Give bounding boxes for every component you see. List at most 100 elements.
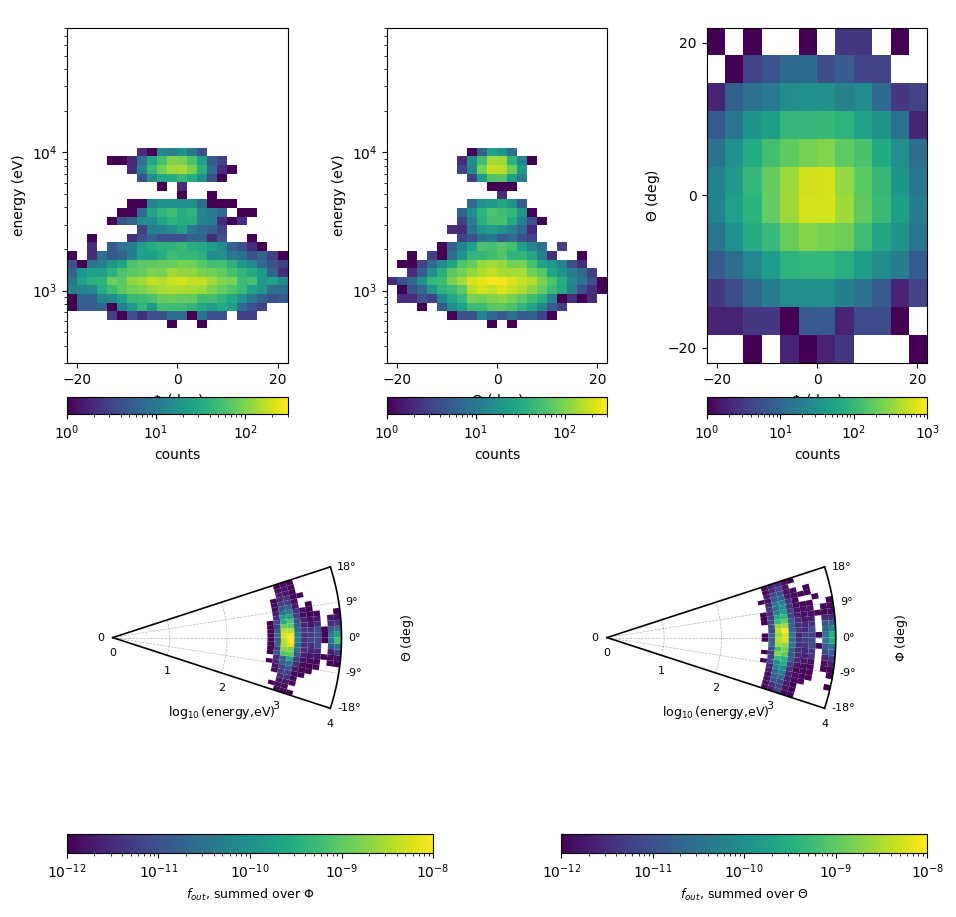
Polygon shape [779, 665, 787, 670]
Polygon shape [809, 643, 815, 648]
Polygon shape [815, 632, 822, 637]
Polygon shape [288, 680, 296, 686]
Polygon shape [777, 595, 785, 602]
Polygon shape [808, 654, 815, 659]
Polygon shape [284, 669, 292, 676]
Polygon shape [773, 614, 781, 620]
Polygon shape [272, 607, 279, 613]
Polygon shape [273, 650, 280, 655]
Polygon shape [279, 655, 287, 660]
Polygon shape [287, 651, 293, 657]
Polygon shape [268, 637, 274, 642]
Polygon shape [312, 664, 319, 670]
Polygon shape [306, 663, 313, 669]
Polygon shape [772, 606, 780, 612]
Polygon shape [821, 649, 829, 655]
Polygon shape [771, 668, 779, 674]
Polygon shape [279, 659, 286, 665]
Polygon shape [293, 623, 301, 628]
Polygon shape [315, 632, 321, 637]
Polygon shape [267, 624, 274, 629]
Polygon shape [327, 655, 334, 661]
Polygon shape [789, 681, 796, 688]
Polygon shape [275, 592, 283, 598]
Polygon shape [327, 614, 334, 621]
Polygon shape [804, 674, 812, 681]
Polygon shape [300, 647, 308, 653]
Polygon shape [314, 621, 321, 627]
Polygon shape [766, 607, 773, 613]
Polygon shape [288, 637, 294, 642]
Polygon shape [313, 658, 320, 665]
Polygon shape [299, 657, 307, 663]
Polygon shape [782, 633, 789, 637]
Text: 4: 4 [821, 719, 828, 729]
Polygon shape [773, 659, 780, 665]
Polygon shape [806, 600, 813, 606]
Polygon shape [762, 634, 769, 637]
Polygon shape [770, 592, 777, 598]
Polygon shape [333, 661, 340, 668]
Polygon shape [794, 617, 801, 623]
Polygon shape [335, 637, 341, 644]
Polygon shape [291, 670, 298, 677]
Polygon shape [794, 623, 802, 628]
Text: 0: 0 [603, 648, 611, 657]
Polygon shape [274, 634, 281, 637]
Polygon shape [819, 602, 827, 610]
Polygon shape [829, 637, 836, 644]
Polygon shape [290, 676, 297, 681]
Polygon shape [780, 609, 787, 614]
Polygon shape [293, 652, 300, 657]
Text: 9°: 9° [839, 597, 853, 607]
Text: -9°: -9° [345, 668, 362, 679]
Polygon shape [299, 607, 306, 613]
Polygon shape [807, 658, 815, 665]
Polygon shape [282, 679, 290, 685]
Polygon shape [792, 672, 799, 679]
Polygon shape [268, 634, 274, 637]
Polygon shape [780, 580, 788, 586]
Polygon shape [328, 626, 335, 632]
Polygon shape [333, 608, 340, 614]
Polygon shape [791, 677, 798, 683]
Polygon shape [793, 607, 800, 613]
Polygon shape [811, 592, 818, 600]
Polygon shape [280, 646, 288, 651]
X-axis label: counts: counts [154, 447, 201, 461]
Polygon shape [815, 643, 822, 649]
Polygon shape [788, 623, 795, 628]
Polygon shape [327, 620, 335, 626]
Polygon shape [307, 653, 314, 658]
Polygon shape [773, 688, 781, 694]
Polygon shape [268, 629, 274, 634]
Polygon shape [769, 629, 775, 634]
Polygon shape [800, 663, 807, 669]
Polygon shape [799, 668, 806, 674]
Polygon shape [778, 600, 786, 606]
Polygon shape [774, 619, 781, 624]
Text: 2: 2 [218, 683, 225, 693]
Polygon shape [292, 666, 299, 672]
Polygon shape [766, 663, 773, 668]
Polygon shape [300, 652, 307, 658]
Polygon shape [802, 637, 809, 643]
Polygon shape [760, 616, 768, 622]
Polygon shape [767, 655, 774, 659]
Polygon shape [782, 680, 791, 686]
Polygon shape [320, 654, 327, 660]
Polygon shape [785, 670, 793, 677]
Polygon shape [776, 679, 784, 685]
Polygon shape [306, 612, 314, 617]
Polygon shape [793, 602, 800, 608]
Polygon shape [273, 620, 280, 624]
Text: 1: 1 [163, 666, 170, 676]
Polygon shape [334, 613, 340, 620]
Polygon shape [299, 613, 307, 618]
Polygon shape [827, 608, 835, 614]
Text: 0: 0 [98, 633, 104, 643]
Polygon shape [806, 605, 814, 612]
Text: 4: 4 [327, 719, 334, 729]
Polygon shape [281, 637, 288, 642]
Polygon shape [308, 637, 315, 643]
